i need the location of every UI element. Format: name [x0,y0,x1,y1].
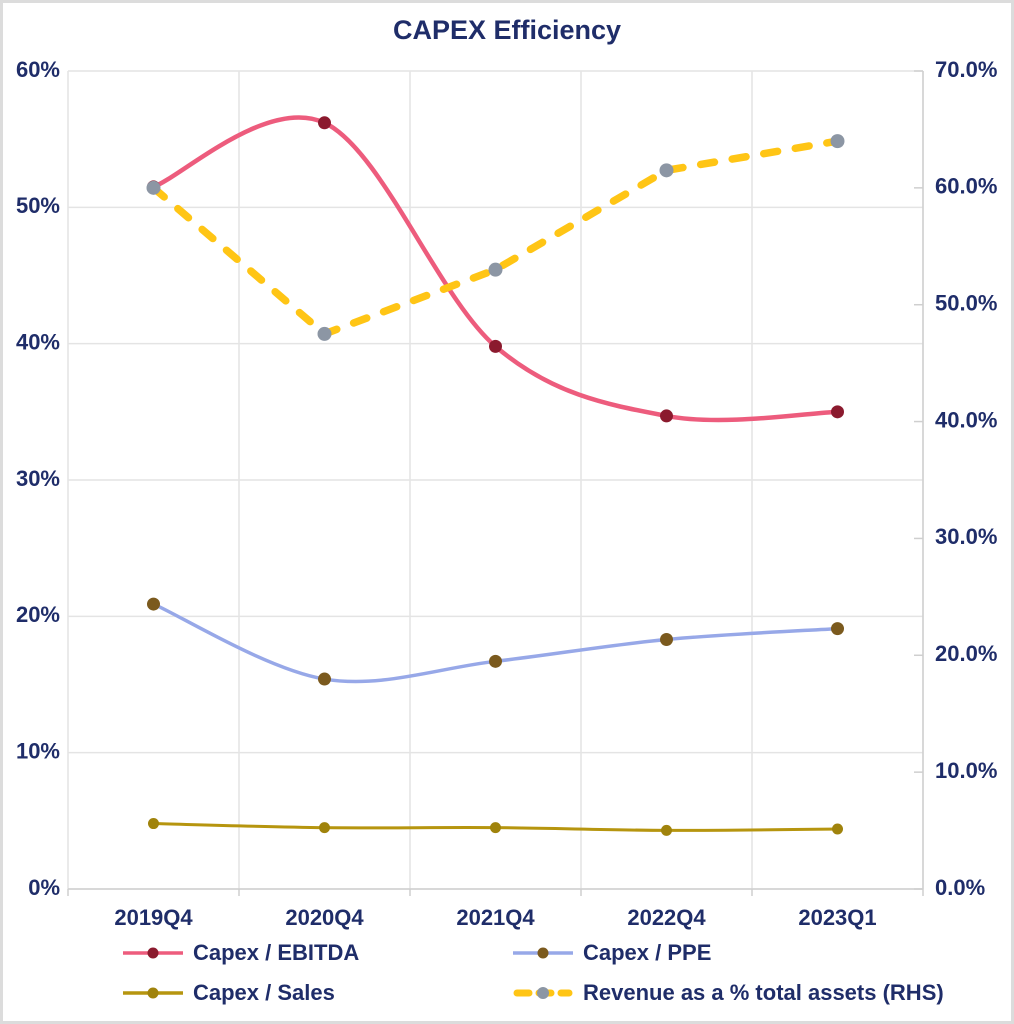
data-point-marker [317,326,332,341]
right-axis-tick-label: 20.0% [935,641,997,666]
data-point-marker [318,116,331,130]
data-point-marker [489,654,502,668]
data-point-marker [661,824,672,836]
x-axis-category-label: 2021Q4 [456,905,535,930]
left-axis-tick-label: 40% [16,329,60,354]
data-point-marker [832,823,843,835]
left-axis-tick-label: 0% [28,875,60,900]
right-axis-tick-label: 10.0% [935,758,997,783]
legend: Capex / EBITDA Capex / PPE Capex / Sales Re… [121,939,944,1007]
data-point-marker [830,134,845,149]
right-axis-tick-label: 70.0% [935,57,997,82]
right-axis-tick-label: 50.0% [935,291,997,316]
data-point-marker [660,633,673,647]
legend-label: Capex / EBITDA [193,940,360,965]
data-point-marker [489,339,502,353]
legend-sample-line [123,947,183,959]
data-point-marker [490,822,501,834]
gridlines [67,70,924,890]
legend-sample-line [513,947,573,959]
data-point-marker [660,409,673,423]
right-axis-tick-label: 30.0% [935,524,997,549]
data-point-marker [318,672,331,686]
legend-marker [147,947,159,959]
legend-label: Revenue as a % total assets (RHS) [583,980,944,1005]
data-point-marker [488,262,503,277]
axis-labels: 0% 10% 20% 30% 40% 50% 60% 0.0% 10.0% 20.0% 30.0% 4… [16,57,997,930]
left-axis-tick-label: 50% [16,193,60,218]
x-axis-category-label: 2022Q4 [627,905,706,930]
series-revenue-as-a-total-assets-rhs [146,134,845,341]
left-axis-tick-label: 60% [16,57,60,82]
data-point-marker [148,818,159,830]
data-point-marker [659,163,674,178]
legend-sample-line [513,987,573,999]
series-line [149,137,842,339]
x-axis-category-label: 2019Q4 [114,905,193,930]
legend-item-revenue-as-a-total-assets-rhs: Revenue as a % total assets (RHS) [511,979,944,1007]
plot-area: 0% 10% 20% 30% 40% 50% 60% 0.0% 10.0% 20.0% 30.0% 4… [3,3,1011,949]
data-point-marker [831,622,844,636]
legend-sample-line [123,987,183,999]
chart-svg: 0% 10% 20% 30% 40% 50% 60% 0.0% 10.0% 20.0% 30.0% 4… [16,57,997,930]
legend-label: Capex / Sales [193,980,335,1005]
left-axis-tick-label: 30% [16,466,60,491]
legend-marker [537,947,549,959]
x-axis-category-label: 2020Q4 [285,905,364,930]
data-point-marker [147,597,160,611]
series-capex-ppe [147,597,844,686]
left-axis-tick-label: 10% [16,738,60,763]
axes [67,70,924,896]
data-point-marker [831,405,844,419]
x-axis-category-label: 2023Q1 [798,905,876,930]
data-point-marker [319,822,330,834]
legend-item-capex-ppe: Capex / PPE [511,939,944,967]
legend-label: Capex / PPE [583,940,712,965]
legend-marker [147,987,159,999]
left-axis-tick-label: 20% [16,602,60,627]
legend-item-capex-sales: Capex / Sales [121,979,511,1007]
series-capex-sales [148,818,843,836]
data-point-marker [146,180,161,195]
series-line [152,115,838,423]
right-axis-tick-label: 40.0% [935,407,997,432]
legend-item-capex-ebitda: Capex / EBITDA [121,939,511,967]
legend-marker [537,987,549,999]
right-axis-tick-label: 60.0% [935,174,997,199]
chart-title: CAPEX Efficiency [392,15,622,45]
right-axis-tick-label: 0.0% [935,875,985,900]
